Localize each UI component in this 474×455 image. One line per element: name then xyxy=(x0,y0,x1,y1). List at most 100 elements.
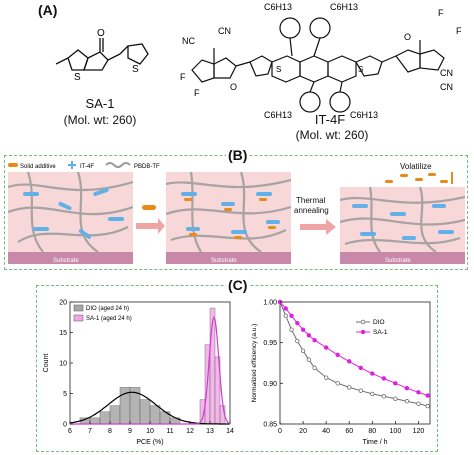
arrow-with-additive xyxy=(136,205,165,234)
x-tick-label: 6 xyxy=(68,428,72,435)
it4f-nc-label: NC xyxy=(182,36,195,46)
hist-bar xyxy=(149,405,161,425)
legend-entry: DIO xyxy=(373,319,385,326)
it4f-cn-label-right-2: CN xyxy=(440,82,453,92)
it4f-oxygen-label-1: O xyxy=(230,82,237,92)
legend-swatch xyxy=(73,304,84,312)
x-tick-label: 8 xyxy=(108,428,112,435)
data-point xyxy=(358,388,363,393)
it4f-sulfur-label-1: S xyxy=(276,65,281,74)
it4f-sulfur-label-2: S xyxy=(358,65,363,74)
data-point xyxy=(312,365,317,371)
legend-entry: SA-1 xyxy=(373,329,388,336)
x-tick-label: 80 xyxy=(368,428,376,435)
hist-bar xyxy=(139,399,151,425)
y-tick-label: 15 xyxy=(59,330,67,337)
x-tick-label: 0 xyxy=(278,428,282,435)
data-point xyxy=(306,357,312,362)
additive-legend-swatch xyxy=(8,163,18,167)
x-tick-label: 10 xyxy=(146,428,154,435)
x-tick-label: 20 xyxy=(299,428,307,435)
volatilize-label: Volatilize xyxy=(400,162,432,171)
x-tick-label: 7 xyxy=(88,428,92,435)
substrate-label-2: Substrate xyxy=(211,258,237,264)
data-point xyxy=(289,313,294,319)
it4f-legend-swatch xyxy=(68,161,76,169)
it4f-oxygen-label-2: O xyxy=(404,32,411,42)
sa1-molwt: (Mol. wt: 260) xyxy=(63,113,137,127)
data-point xyxy=(416,390,421,395)
sa1-name: SA-1 xyxy=(85,96,115,111)
legend-solid-additive: Solid additive xyxy=(20,164,56,170)
data-point xyxy=(323,375,329,380)
dio-gaussian-fit xyxy=(69,391,229,425)
it4f-fluorine-label-2: F xyxy=(194,88,200,98)
substrate-label-1: Substrate xyxy=(53,258,79,264)
pbdb-legend-swatch xyxy=(105,162,131,168)
data-point xyxy=(358,365,363,371)
data-point xyxy=(404,399,410,404)
hist-bar xyxy=(89,417,101,425)
it4f-cn-label-right-1: CN xyxy=(440,68,453,78)
y-tick-label: 5 xyxy=(63,391,67,398)
panel-a-label: (A) xyxy=(38,2,58,18)
it4f-c6h13-label-1: C6H13 xyxy=(264,2,292,12)
stability-chart: 0 20 40 60 80 100 120 0.85 0.90 0.95 1.00 Time / h N… xyxy=(251,300,431,446)
x-tick-label: 11 xyxy=(166,428,173,435)
legend-marker xyxy=(360,319,366,325)
x-tick-label: 120 xyxy=(413,428,425,435)
data-point xyxy=(295,338,300,344)
line-plot-frame xyxy=(279,301,431,425)
y-tick-label: 20 xyxy=(59,300,67,307)
data-point xyxy=(381,376,387,381)
panel-c-label: (C) xyxy=(226,277,250,293)
legend-entry: DIO (aged 24 h) xyxy=(86,306,129,312)
pce-histogram: 6 7 8 9 10 11 12 13 14 0 5 10 15 20 PCE (%) Count DIO (a… xyxy=(43,300,234,447)
x-tick-label: 9 xyxy=(128,428,132,435)
y-tick-label: 0.95 xyxy=(263,340,277,347)
data-point xyxy=(300,348,306,353)
data-point xyxy=(370,391,375,397)
data-point xyxy=(335,352,340,358)
x-tick-label: 12 xyxy=(186,428,194,435)
y-tick-label: 0.90 xyxy=(263,381,277,388)
legend-marker xyxy=(360,329,366,335)
it4f-fluorine-label-3: F xyxy=(438,8,444,18)
sa1-oxygen-label: O xyxy=(97,28,105,39)
it4f-fluorine-label-4: F xyxy=(456,26,462,36)
hist-y-axis-label: Count xyxy=(43,354,50,373)
y-tick-label: 0.85 xyxy=(263,422,277,429)
it4f-c6h13-label-3: C6H13 xyxy=(264,110,292,120)
y-tick-label: 0 xyxy=(63,422,67,429)
sa1-structure: O S S xyxy=(55,28,149,83)
data-point xyxy=(295,320,300,326)
film-with-additive: Substrate xyxy=(166,172,291,264)
data-point xyxy=(370,371,375,376)
x-tick-label: 13 xyxy=(206,428,214,435)
panel-b-label: (B) xyxy=(226,147,250,163)
it4f-name: IT-4F xyxy=(314,112,346,127)
line-x-axis-label: Time / h xyxy=(362,439,387,446)
film-initial: Substrate xyxy=(8,172,133,264)
legend-pbdb: PBDB-TF xyxy=(134,164,160,170)
it4f-c6h13-label-2: C6H13 xyxy=(330,2,358,12)
thermal-label: Thermal xyxy=(296,196,326,205)
data-point xyxy=(347,385,352,390)
data-point xyxy=(393,381,398,386)
data-point xyxy=(404,386,410,391)
hist-x-axis-label: PCE (%) xyxy=(136,439,163,446)
data-point xyxy=(323,345,329,350)
sa1-sulfur-label: S xyxy=(74,72,81,83)
annealing-label: annealing xyxy=(294,206,329,215)
data-point xyxy=(306,333,312,338)
data-point xyxy=(347,359,352,364)
it4f-fluorine-label-1: F xyxy=(180,72,186,82)
x-tick-label: 60 xyxy=(345,428,353,435)
legend-swatch xyxy=(73,314,84,322)
data-point xyxy=(289,327,294,332)
sa1-gaussian-fit xyxy=(70,315,230,425)
data-point xyxy=(300,327,306,332)
hist-bar xyxy=(109,405,121,425)
x-tick-label: 14 xyxy=(226,428,234,435)
dio-series-line xyxy=(279,301,428,407)
